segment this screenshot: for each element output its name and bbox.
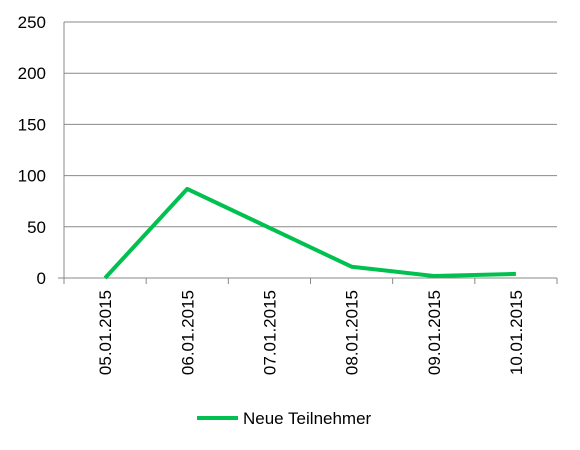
x-tick-label: 09.01.2015 — [425, 290, 444, 375]
y-tick-label: 150 — [18, 115, 46, 134]
x-tick-label: 05.01.2015 — [96, 290, 115, 375]
gridlines — [64, 21, 557, 228]
y-tick-label: 250 — [18, 13, 46, 32]
y-tick-label: 100 — [18, 167, 46, 186]
legend: Neue Teilnehmer — [197, 409, 372, 428]
y-tick-label: 0 — [37, 269, 46, 288]
series-line-neue-teilnehmer — [103, 186, 516, 280]
x-tick-label: 08.01.2015 — [343, 290, 362, 375]
x-axis-tick-labels: 05.01.2015 06.01.2015 07.01.2015 08.01.2015… — [96, 290, 526, 375]
x-tick-label: 07.01.2015 — [260, 290, 279, 375]
x-tick-label: 10.01.2015 — [507, 290, 526, 375]
x-tick-label: 06.01.2015 — [178, 290, 197, 375]
axes — [58, 22, 558, 284]
y-tick-label: 50 — [27, 218, 46, 237]
series-lines — [103, 186, 517, 280]
legend-label-neue-teilnehmer: Neue Teilnehmer — [243, 409, 372, 428]
y-tick-label: 200 — [18, 64, 46, 83]
y-axis-tick-labels: 0 50 100 150 200 250 — [18, 13, 46, 288]
